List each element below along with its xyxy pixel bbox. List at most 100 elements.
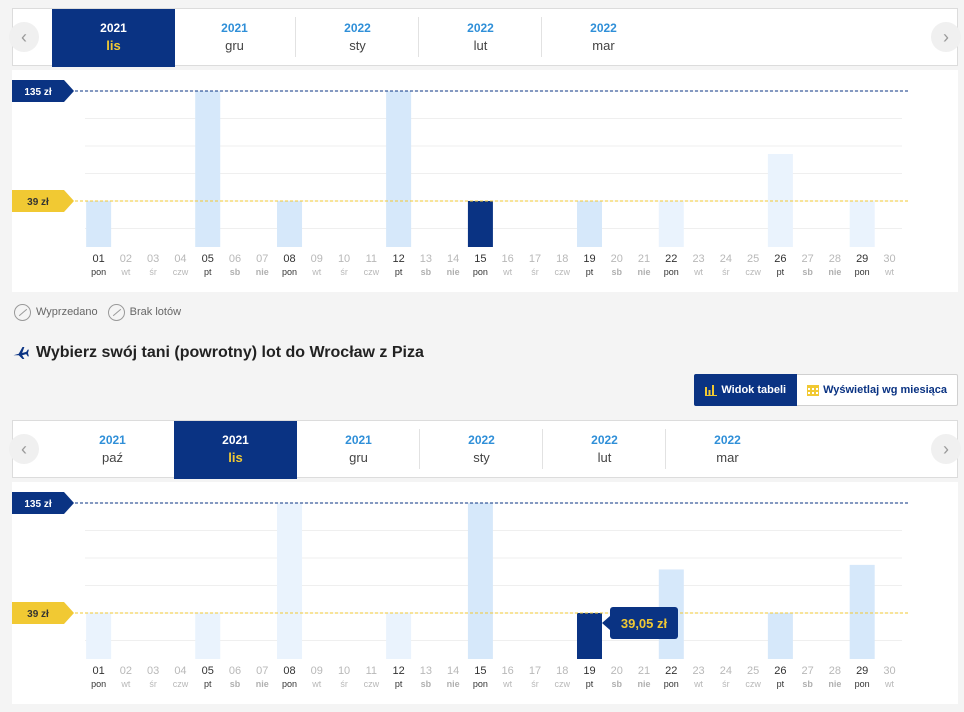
weekday-label-08: pon [282, 679, 297, 689]
month-tab-bottom-3[interactable]: 2022 sty [420, 421, 543, 479]
day-number-04: 04 [174, 253, 186, 265]
prev-month-button[interactable]: ‹ [9, 22, 39, 52]
month-tab-bottom-1[interactable]: 2021 lis [174, 421, 297, 479]
sold-out-icon [14, 303, 31, 321]
day-number-04: 04 [174, 665, 186, 677]
month-name: sty [349, 38, 366, 53]
day-number-20: 20 [611, 253, 623, 265]
month-tab-bottom-0[interactable]: 2021 paź [51, 421, 174, 479]
calendar-icon [807, 385, 820, 396]
month-name: sty [473, 450, 490, 465]
weekday-label-09: wt [311, 267, 321, 277]
month-tab-bottom-4[interactable]: 2022 lut [543, 421, 666, 479]
month-year: 2022 [467, 21, 494, 35]
next-month-button[interactable]: › [931, 22, 961, 52]
day-number-14: 14 [447, 665, 459, 677]
month-name: lut [473, 38, 488, 53]
plane-icon [13, 347, 29, 359]
weekday-label-03: śr [149, 679, 157, 689]
day-number-14: 14 [447, 253, 459, 265]
legend-sold-out: Wyprzedano [14, 303, 98, 321]
day-number-30: 30 [883, 253, 895, 265]
month-name: lis [228, 450, 243, 465]
month-tab-top-0[interactable]: 2021 lis [52, 9, 175, 67]
month-name: paź [102, 450, 123, 465]
fare-bar-01 [86, 201, 112, 247]
day-number-09: 09 [311, 253, 323, 265]
weekday-label-11: czw [364, 679, 380, 689]
weekday-label-14: nie [447, 267, 460, 277]
month-name: mar [592, 38, 615, 53]
day-number-15: 15 [474, 253, 486, 265]
weekday-label-07: nie [256, 679, 269, 689]
fare-bar-26 [767, 613, 793, 659]
month-tab-bottom-2[interactable]: 2021 gru [297, 421, 420, 479]
weekday-label-02: wt [120, 267, 130, 277]
fare-bar-19 [576, 613, 602, 659]
weekday-label-25: czw [745, 267, 761, 277]
month-tab-top-1[interactable]: 2021 gru [173, 9, 296, 67]
month-view-label: Wyświetlaj wg miesiąca [823, 384, 947, 396]
day-number-07: 07 [256, 665, 268, 677]
day-number-23: 23 [692, 665, 704, 677]
tab-divider [665, 429, 666, 469]
weekday-label-16: wt [502, 267, 512, 277]
weekday-label-14: nie [447, 679, 460, 689]
table-view-button[interactable]: Widok tabeli [694, 374, 798, 406]
month-year: 2022 [344, 21, 371, 35]
day-number-13: 13 [420, 665, 432, 677]
day-number-20: 20 [611, 665, 623, 677]
next-month-button[interactable]: › [931, 434, 961, 464]
month-year: 2022 [590, 21, 617, 35]
legend-no-flights: Brak lotów [107, 303, 182, 321]
section-title: Wybierz swój tani (powrotny) lot do Wroc… [36, 344, 424, 361]
weekday-label-19: pt [586, 679, 594, 689]
fare-bar-19 [576, 201, 602, 247]
weekday-label-03: śr [149, 267, 157, 277]
day-number-10: 10 [338, 665, 350, 677]
weekday-label-11: czw [364, 267, 380, 277]
day-number-21: 21 [638, 253, 650, 265]
fare-chart-svg: 135 zł 39 zł 01 pon 02 wt 03 śr 04 czw 05 pt 06 sb 07 n… [12, 80, 908, 277]
day-number-01: 01 [93, 665, 105, 677]
month-tab-top-4[interactable]: 2022 mar [542, 9, 665, 67]
fare-bar-05 [195, 91, 221, 247]
month-tab-bottom-5[interactable]: 2022 mar [666, 421, 789, 479]
day-number-08: 08 [283, 665, 295, 677]
day-number-29: 29 [856, 253, 868, 265]
weekday-label-17: śr [531, 679, 539, 689]
month-view-button[interactable]: Wyświetlaj wg miesiąca [797, 374, 958, 406]
fare-bar-08 [277, 201, 303, 247]
legend-no-flights-label: Brak lotów [129, 306, 182, 318]
weekday-label-13: sb [421, 679, 432, 689]
day-number-24: 24 [720, 665, 732, 677]
min-price-label: 39 zł [27, 197, 49, 208]
fare-bar-12 [386, 613, 412, 659]
min-price-tag [12, 190, 74, 212]
weekday-label-17: śr [531, 267, 539, 277]
day-number-06: 06 [229, 665, 241, 677]
day-number-25: 25 [747, 253, 759, 265]
month-tab-top-2[interactable]: 2022 sty [296, 9, 419, 67]
day-number-23: 23 [692, 253, 704, 265]
day-number-17: 17 [529, 253, 541, 265]
day-number-25: 25 [747, 665, 759, 677]
weekday-label-04: czw [173, 679, 189, 689]
day-number-16: 16 [502, 253, 514, 265]
prev-month-button[interactable]: ‹ [9, 434, 39, 464]
weekday-label-19: pt [586, 267, 594, 277]
weekday-label-12: pt [395, 267, 403, 277]
day-number-27: 27 [802, 665, 814, 677]
tab-divider [542, 429, 543, 469]
month-year: 2022 [468, 433, 495, 447]
return-flight-heading: Wybierz swój tani (powrotny) lot do Wroc… [12, 344, 424, 362]
weekday-label-22: pon [664, 679, 679, 689]
month-year: 2022 [714, 433, 741, 447]
day-number-16: 16 [502, 665, 514, 677]
day-number-06: 06 [229, 253, 241, 265]
day-number-05: 05 [202, 665, 214, 677]
weekday-label-24: śr [722, 679, 730, 689]
month-tab-top-3[interactable]: 2022 lut [419, 9, 542, 67]
weekday-label-01: pon [91, 679, 106, 689]
weekday-label-28: nie [828, 679, 841, 689]
